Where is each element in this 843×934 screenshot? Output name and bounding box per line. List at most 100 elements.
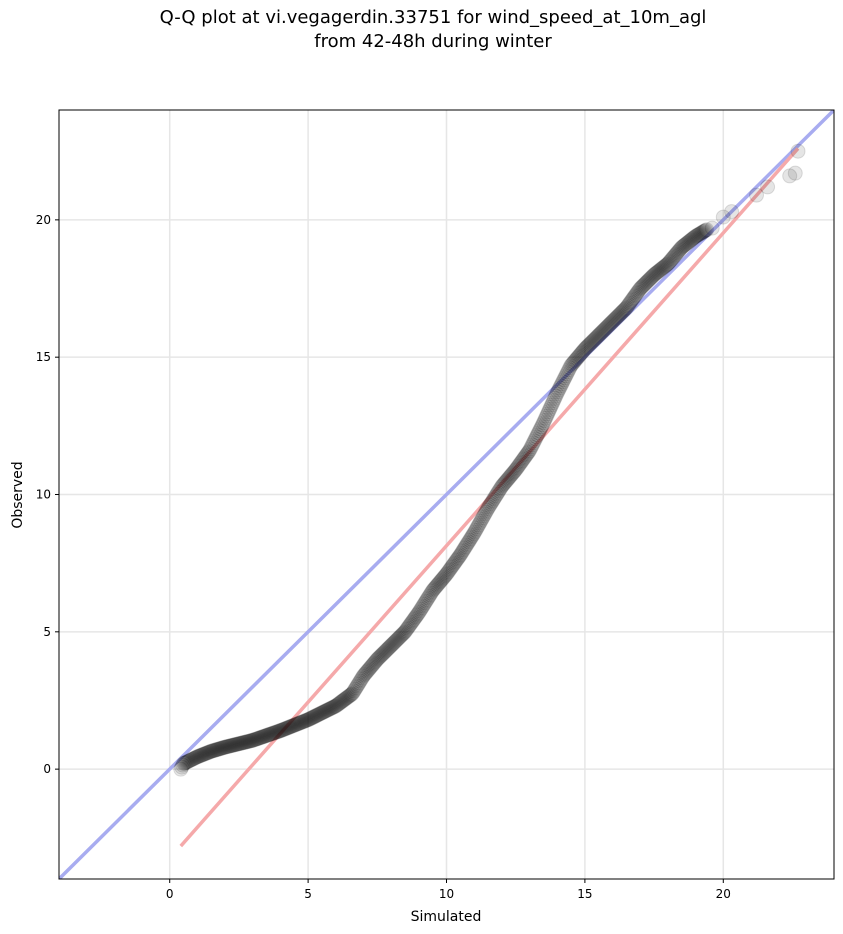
quantile-point	[578, 340, 594, 356]
quantile-point	[662, 253, 678, 269]
quantile-point	[265, 725, 281, 741]
quantile-point	[509, 460, 525, 476]
quantile-point	[338, 690, 354, 706]
quantile-point	[248, 731, 264, 747]
quantile-point	[298, 712, 314, 728]
quantile-point	[499, 472, 515, 488]
quantile-point	[652, 262, 668, 278]
quantile-point	[590, 328, 606, 344]
quantile-point	[251, 730, 267, 746]
quantile-point	[410, 606, 426, 622]
quantile-point	[279, 720, 295, 736]
quantile-point	[491, 483, 507, 499]
quantile-point	[392, 629, 408, 645]
quantile-point	[221, 738, 237, 754]
quantile-point	[445, 557, 461, 573]
quantile-point	[382, 639, 398, 655]
quantile-point	[295, 714, 311, 730]
quantile-point	[210, 741, 226, 757]
quantile-point	[631, 283, 647, 299]
quantile-point	[378, 642, 394, 658]
quantile-point	[601, 317, 617, 333]
quantile-point	[495, 477, 511, 493]
quantile-point	[377, 643, 393, 659]
quantile-point	[431, 575, 447, 591]
quantile-point	[448, 552, 464, 568]
quantile-point	[473, 513, 489, 529]
quantile-point	[644, 269, 660, 285]
quantile-point	[605, 313, 621, 329]
quantile-point	[560, 364, 576, 380]
quantile-point	[536, 415, 552, 431]
quantile-point	[350, 676, 366, 692]
quantile-point	[458, 539, 474, 555]
quantile-point	[625, 291, 641, 307]
quantile-point	[349, 678, 365, 694]
x-axis-label: Simulated	[411, 909, 482, 925]
quantile-point	[292, 715, 308, 731]
quantile-point	[471, 517, 487, 533]
quantile-points	[173, 143, 806, 777]
quantile-point	[787, 165, 803, 181]
quantile-point	[402, 617, 418, 633]
quantile-point	[450, 550, 466, 566]
quantile-point	[178, 755, 194, 771]
quantile-point	[682, 232, 698, 248]
quantile-point	[343, 687, 359, 703]
quantile-point	[534, 419, 550, 435]
quantile-point	[454, 544, 470, 560]
quantile-point	[490, 484, 506, 500]
quantile-point	[234, 735, 250, 751]
quantile-point	[434, 571, 450, 587]
quantile-point	[397, 624, 413, 640]
quantile-point	[656, 259, 672, 275]
quantile-point	[307, 709, 323, 725]
quantile-point	[428, 578, 444, 594]
quantile-point	[489, 486, 505, 502]
quantile-point	[408, 609, 424, 625]
quantile-point	[176, 756, 192, 772]
quantile-point	[614, 305, 630, 321]
quantile-point	[280, 720, 296, 736]
quantile-point	[180, 754, 196, 770]
quantile-point	[462, 532, 478, 548]
quantile-point	[604, 314, 620, 330]
quantile-point	[457, 540, 473, 556]
quantile-point	[580, 338, 596, 354]
quantile-point	[260, 727, 276, 743]
quantile-point	[215, 740, 231, 756]
quantile-point	[217, 739, 233, 755]
quantile-point	[556, 372, 572, 388]
quantile-point	[630, 284, 646, 300]
quantile-point	[264, 726, 280, 742]
quantile-point	[641, 272, 657, 288]
quantile-point	[275, 722, 291, 738]
quantile-point	[497, 474, 513, 490]
reference-lines	[59, 110, 834, 879]
quantile-point	[518, 447, 534, 463]
quantile-point	[649, 264, 665, 280]
quantile-point	[406, 612, 422, 628]
quantile-point	[174, 759, 190, 775]
quantile-point	[375, 645, 391, 661]
quantile-point	[364, 657, 380, 673]
quantile-point	[230, 736, 246, 752]
quantile-point	[597, 321, 613, 337]
quantile-point	[569, 350, 585, 366]
quantile-point	[379, 641, 395, 657]
quantile-point	[698, 222, 714, 238]
quantile-point	[325, 699, 341, 715]
quantile-point	[208, 742, 224, 758]
quantile-point	[598, 320, 614, 336]
quantile-point	[549, 386, 565, 402]
quantile-point	[220, 738, 236, 754]
quantile-point	[514, 453, 530, 469]
quantile-point	[599, 319, 615, 335]
quantile-point	[190, 749, 206, 765]
quantile-point	[548, 388, 564, 404]
quantile-point	[294, 714, 310, 730]
axis-ticks: 0 5 10 15 20 0 5 10 15 20	[36, 213, 731, 901]
quantile-point	[289, 716, 305, 732]
quantile-point	[415, 598, 431, 614]
quantile-point	[319, 702, 335, 718]
